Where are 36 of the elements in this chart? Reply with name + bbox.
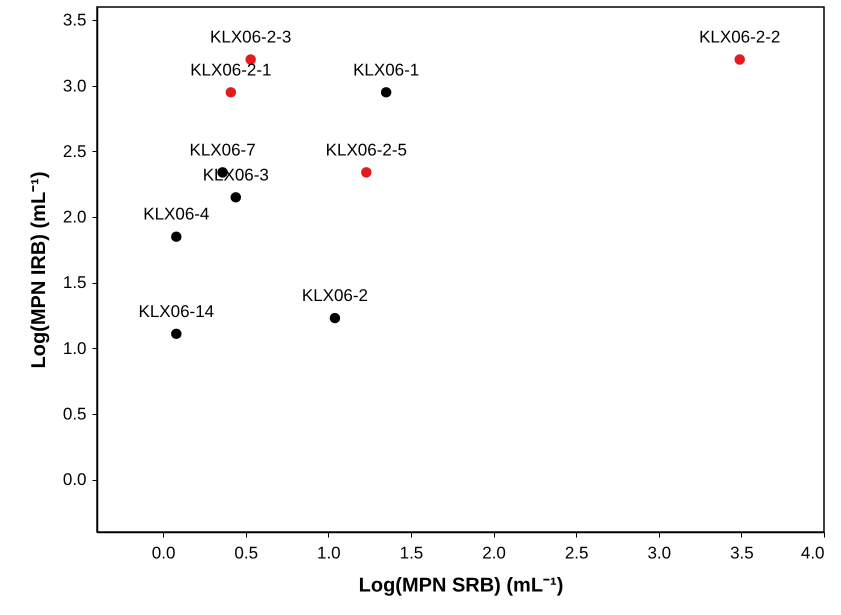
point <box>361 167 372 178</box>
x-tick-label: 1.0 <box>317 544 341 562</box>
x-tick-label: 0.5 <box>234 544 258 562</box>
y-tick-label: 1.0 <box>62 338 86 358</box>
point <box>171 328 182 340</box>
annotation: KLX06-2 <box>302 286 368 306</box>
x-tick-label: 2.5 <box>564 544 588 562</box>
annotation: KLX06-2-3 <box>210 28 292 46</box>
point <box>171 231 182 242</box>
annotation: KLX06-2-1 <box>190 60 272 80</box>
point <box>330 312 340 324</box>
y-tick-label: 2.0 <box>62 208 86 226</box>
annotation: KLX06-7 <box>189 140 256 160</box>
y-tick-label: 2.5 <box>62 142 86 161</box>
x-axis-title: Log(MPN SRB) (mL⁻¹) <box>358 574 564 596</box>
x-tick-label: 2.0 <box>482 544 506 562</box>
x-tick-label: 0.0 <box>152 544 176 562</box>
x-tick-label: 3.5 <box>730 544 754 562</box>
y-tick-label: 0.0 <box>62 470 86 489</box>
y-axis-title: Log(MPN IRB) (mL⁻¹) <box>28 172 50 368</box>
point <box>226 87 236 98</box>
point <box>380 87 392 98</box>
annotation: KLX06-2-5 <box>326 140 407 160</box>
y-tick-label: 3.5 <box>62 10 86 30</box>
annotation: KLX06-1 <box>353 60 420 80</box>
x-tick-label: 4.0 <box>800 544 824 562</box>
y-tick-label: 3.0 <box>62 76 86 96</box>
point <box>734 54 745 65</box>
annotation: KLX06-4 <box>143 204 210 224</box>
x-tick-label: 1.5 <box>400 544 424 562</box>
y-tick-label: 1.5 <box>62 273 86 292</box>
annotation: KLX06-2-2 <box>699 28 780 46</box>
point <box>230 192 242 203</box>
x-tick-label: 3.0 <box>647 544 672 562</box>
annotation: KLX06-14 <box>138 302 214 321</box>
y-tick-label: 0.5 <box>62 404 86 424</box>
